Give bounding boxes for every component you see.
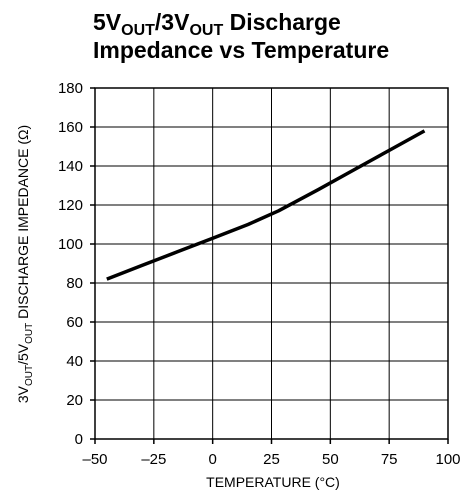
title-part: OUT bbox=[121, 22, 155, 39]
x-tick-label: 50 bbox=[322, 451, 339, 468]
x-tick-label: 100 bbox=[435, 451, 460, 468]
chart-title: 5VOUT/3VOUT Discharge Impedance vs Tempe… bbox=[93, 9, 389, 63]
title-part: Discharge bbox=[223, 9, 341, 35]
y-tick-label: 60 bbox=[66, 314, 83, 331]
y-tick-label: 20 bbox=[66, 392, 83, 409]
title-part: /3V bbox=[155, 9, 190, 35]
y-tick-label: 40 bbox=[66, 353, 83, 370]
x-tick-label: 0 bbox=[208, 451, 216, 468]
x-axis-ticks: –50 –25 0 25 50 75 100 bbox=[82, 439, 461, 468]
y-tick-label: 160 bbox=[58, 119, 83, 136]
x-tick-label: –50 bbox=[82, 451, 107, 468]
y-tick-label: 180 bbox=[58, 80, 83, 97]
x-axis-label: TEMPERATURE (°C) bbox=[206, 474, 340, 490]
y-axis-ticks: 0 20 40 60 80 100 120 140 160 180 bbox=[58, 80, 95, 448]
y-axis-label: 3VOUT/5VOUT DISCHARGE IMPEDANCE (Ω) bbox=[15, 125, 35, 403]
grid-lines bbox=[95, 88, 448, 439]
y-axis-label-part: OUT bbox=[24, 365, 35, 386]
y-tick-label: 120 bbox=[58, 197, 83, 214]
x-tick-label: –25 bbox=[141, 451, 166, 468]
chart-title-line1: 5VOUT/3VOUT Discharge bbox=[93, 9, 341, 39]
chart-title-line2: Impedance vs Temperature bbox=[93, 37, 389, 63]
y-axis-label-part: OUT bbox=[24, 323, 35, 344]
y-tick-label: 140 bbox=[58, 158, 83, 175]
y-axis-label-part: DISCHARGE IMPEDANCE (Ω) bbox=[15, 125, 31, 323]
title-part: 5V bbox=[93, 9, 122, 35]
y-tick-label: 0 bbox=[75, 431, 83, 448]
x-tick-label: 25 bbox=[263, 451, 280, 468]
y-axis-label-part: 3V bbox=[15, 385, 31, 403]
y-axis-label-part: /5V bbox=[15, 343, 31, 365]
impedance-series-line bbox=[106, 129, 426, 281]
x-tick-label: 75 bbox=[381, 451, 398, 468]
title-part: OUT bbox=[189, 22, 223, 39]
y-tick-label: 80 bbox=[66, 275, 83, 292]
series-layer bbox=[106, 129, 426, 281]
y-tick-label: 100 bbox=[58, 236, 83, 253]
